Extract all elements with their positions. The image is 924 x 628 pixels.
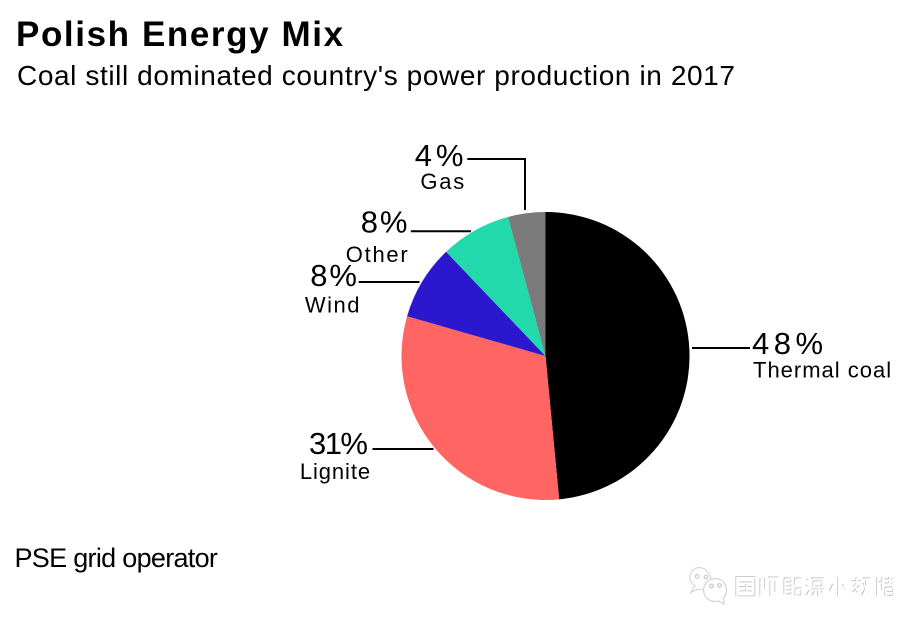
svg-text:Other: Other	[346, 242, 410, 267]
svg-text:48%: 48%	[752, 326, 828, 361]
svg-text:Gas: Gas	[420, 169, 466, 194]
svg-text:4%: 4%	[415, 138, 468, 173]
svg-text:Thermal coal: Thermal coal	[753, 358, 892, 383]
svg-text:8%: 8%	[310, 258, 359, 293]
svg-text:Coal still dominated country's: Coal still dominated country's power pro…	[17, 60, 736, 91]
svg-text:PSE grid operator: PSE grid operator	[15, 543, 218, 573]
svg-text:8%: 8%	[361, 205, 410, 240]
svg-text:31%: 31%	[309, 426, 367, 461]
svg-text:Lignite: Lignite	[300, 459, 371, 484]
svg-text:Polish Energy Mix: Polish Energy Mix	[16, 15, 345, 54]
svg-text:Wind: Wind	[305, 293, 361, 318]
